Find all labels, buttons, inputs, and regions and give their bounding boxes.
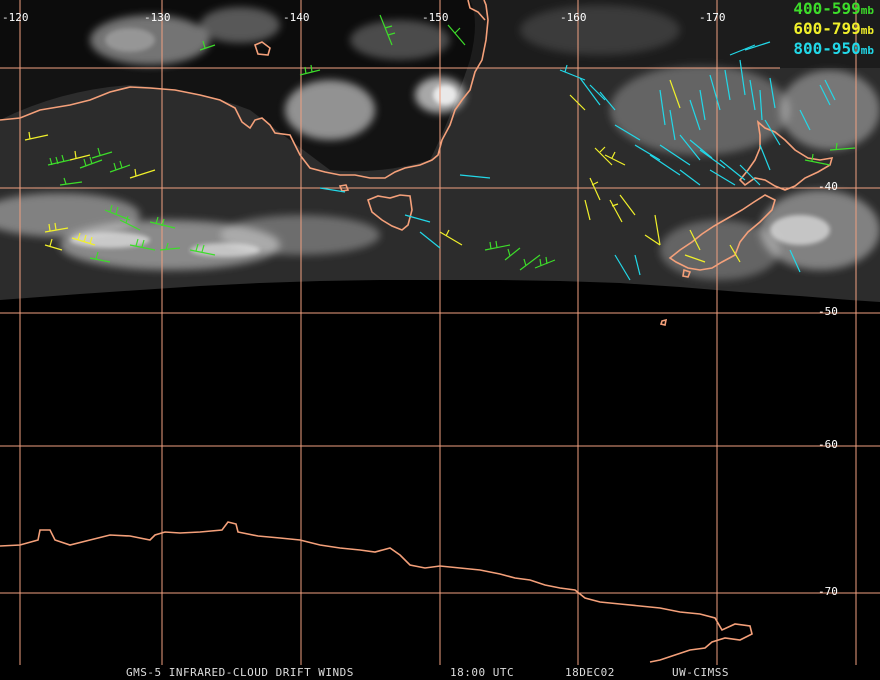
coastlines [0,0,834,663]
legend-item-400-599: 400-599mb [793,0,874,18]
footer-product: GMS-5 INFRARED-CLOUD DRIFT WINDS [126,666,354,679]
lon-label-140: -140 [283,11,310,24]
satellite-imagery [0,0,880,302]
legend-item-800-950: 800-950mb [793,39,874,58]
bass-strait-island [338,184,350,192]
nz-north-island [738,119,834,191]
footer-date: 18DEC02 [565,666,615,679]
stewart-island [682,268,692,278]
antarctica-coast [0,521,753,663]
tasmania-coast [367,194,413,231]
spencer-gulf-coast [467,0,486,21]
lon-label-150: -150 [422,11,449,24]
wind-barbs-600-799mb [24,79,741,263]
lat-label-40: -40 [818,180,838,193]
lon-label-120: -120 [2,11,29,24]
graticule [0,0,880,665]
legend-item-600-799: 600-799mb [793,19,874,38]
wind-barbs-400-599mb [47,14,856,271]
lon-label-160: -160 [560,11,587,24]
nz-south-island [668,194,776,271]
macquarie-island [659,318,668,326]
footer-caption: GMS-5 INFRARED-CLOUD DRIFT WINDS 18:00 U… [0,665,880,680]
wind-barbs-800-950mb [319,41,836,281]
kangaroo-island [254,41,271,56]
footer-time: 18:00 UTC [450,666,515,679]
legend: 400-599mb 600-799mb 800-950mb [793,0,874,60]
lat-label-50: -50 [818,305,838,318]
lat-label-60: -60 [818,438,838,451]
lon-label-170: -170 [699,11,726,24]
australia-coast [0,0,489,179]
footer-source: UW-CIMSS [672,666,729,679]
lat-label-70: -70 [818,585,838,598]
lon-label-130: -130 [144,11,171,24]
